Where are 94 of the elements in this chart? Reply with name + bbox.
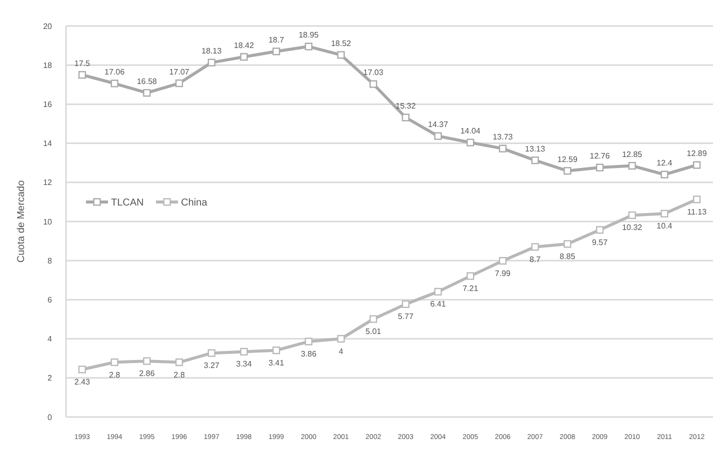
y-tick-label: 2 (48, 374, 53, 383)
data-label: 4 (338, 346, 344, 356)
data-label: 17.03 (363, 68, 384, 78)
y-tick-label: 6 (48, 296, 53, 304)
data-label: 2.8 (108, 370, 121, 380)
point (402, 114, 410, 122)
point (208, 349, 216, 357)
point (110, 80, 118, 88)
data-label: 12.89 (686, 149, 708, 158)
y-tick-label: 12 (43, 178, 53, 188)
y-tick-label: 8 (48, 256, 53, 266)
data-label: 14.37 (428, 120, 449, 130)
y-tick-label: 10 (43, 217, 53, 226)
data-label: 5.01 (366, 327, 382, 336)
data-label: 13.73 (492, 132, 514, 142)
point (466, 272, 474, 280)
point (370, 80, 378, 88)
data-label: 9.57 (592, 238, 608, 247)
point (402, 300, 410, 308)
point (434, 132, 442, 140)
data-label: 3.27 (204, 361, 220, 370)
y-tick-label: 18 (43, 60, 53, 70)
data-label: 14.04 (460, 126, 481, 136)
data-label: 5.77 (398, 312, 414, 322)
y-tick-label: 16 (43, 100, 53, 109)
point (596, 164, 604, 172)
point (531, 156, 539, 164)
point (498, 144, 507, 152)
legend-label: TLCAN (111, 197, 144, 208)
point (304, 338, 312, 346)
point (304, 42, 312, 50)
point (693, 196, 701, 204)
legend-label: China (181, 197, 208, 208)
data-label: 2.8 (174, 370, 186, 380)
data-label: 15.32 (396, 101, 416, 110)
data-label: 8.85 (560, 252, 576, 261)
point (240, 348, 248, 356)
y-tick-label: 0 (48, 412, 53, 422)
point (272, 346, 280, 354)
data-label: 16.58 (136, 76, 158, 86)
point (110, 358, 118, 366)
point (370, 315, 378, 323)
point (175, 79, 184, 88)
point (596, 226, 604, 234)
data-label: 12.4 (656, 158, 673, 168)
data-label: 8.7 (530, 254, 542, 264)
point (564, 240, 572, 248)
point (175, 358, 184, 366)
point (660, 210, 668, 218)
point (660, 170, 668, 178)
data-label: 18.42 (234, 40, 254, 50)
data-label: 7.99 (494, 268, 512, 278)
data-label: 17.07 (169, 67, 190, 76)
point (78, 366, 86, 374)
data-label: 3.86 (300, 350, 317, 359)
point (564, 167, 572, 175)
data-label: 18.95 (298, 30, 320, 40)
data-label: 12.76 (590, 152, 610, 161)
data-label: 2.43 (74, 377, 91, 386)
point (337, 335, 345, 343)
point (208, 58, 216, 66)
data-label: 18.13 (202, 46, 222, 56)
y-tick-label: 20 (43, 22, 53, 31)
point (143, 89, 151, 97)
data-label: 17.06 (104, 67, 126, 76)
data-label: 2.86 (139, 369, 156, 378)
point (628, 162, 636, 170)
point (498, 256, 507, 265)
data-label: 12.59 (557, 154, 578, 164)
data-label: 7.21 (462, 284, 479, 294)
data-label: 3.34 (236, 360, 252, 369)
y-axis-title: Cuota de Mercado (16, 180, 27, 263)
point (143, 357, 151, 365)
point (466, 138, 474, 146)
data-label: 6.41 (430, 300, 446, 309)
point (531, 243, 539, 251)
point (693, 161, 701, 169)
point (337, 51, 345, 59)
point (434, 288, 442, 296)
point (272, 48, 280, 56)
y-tick-label: 14 (43, 139, 53, 148)
point (240, 53, 248, 61)
y-tick-label: 4 (48, 334, 53, 344)
data-label: 13.13 (525, 144, 546, 154)
data-label: 11.13 (687, 207, 708, 216)
point (628, 211, 636, 220)
point (78, 71, 86, 79)
data-label: 12.85 (622, 150, 643, 159)
data-label: 10.32 (622, 223, 643, 232)
data-label: 10.4 (656, 222, 673, 231)
data-label: 18.7 (268, 35, 285, 44)
data-label: 18.52 (330, 38, 352, 48)
data-label: 3.41 (268, 358, 285, 368)
data-label: 17.5 (74, 58, 91, 68)
